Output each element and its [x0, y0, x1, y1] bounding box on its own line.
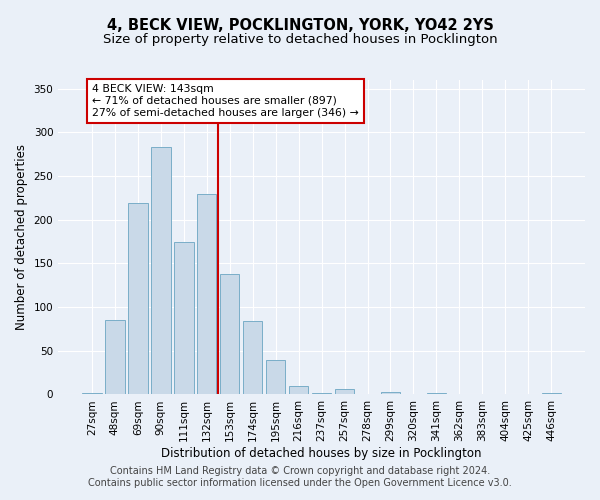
Bar [243, 321, 262, 394]
Bar [128, 203, 148, 394]
Bar [151, 148, 170, 394]
Bar [335, 389, 355, 394]
Bar [381, 392, 400, 394]
Text: Size of property relative to detached houses in Pocklington: Size of property relative to detached ho… [103, 32, 497, 46]
Text: 4, BECK VIEW, POCKLINGTON, YORK, YO42 2YS: 4, BECK VIEW, POCKLINGTON, YORK, YO42 2Y… [107, 18, 493, 32]
Text: 4 BECK VIEW: 143sqm
← 71% of detached houses are smaller (897)
27% of semi-detac: 4 BECK VIEW: 143sqm ← 71% of detached ho… [92, 84, 359, 117]
Bar [312, 392, 331, 394]
Y-axis label: Number of detached properties: Number of detached properties [15, 144, 28, 330]
Bar [542, 392, 561, 394]
Bar [82, 392, 101, 394]
Bar [266, 360, 286, 394]
Bar [220, 274, 239, 394]
X-axis label: Distribution of detached houses by size in Pocklington: Distribution of detached houses by size … [161, 447, 482, 460]
Bar [174, 242, 194, 394]
Bar [427, 392, 446, 394]
Bar [289, 386, 308, 394]
Text: Contains HM Land Registry data © Crown copyright and database right 2024.
Contai: Contains HM Land Registry data © Crown c… [88, 466, 512, 487]
Bar [197, 194, 217, 394]
Bar [105, 320, 125, 394]
